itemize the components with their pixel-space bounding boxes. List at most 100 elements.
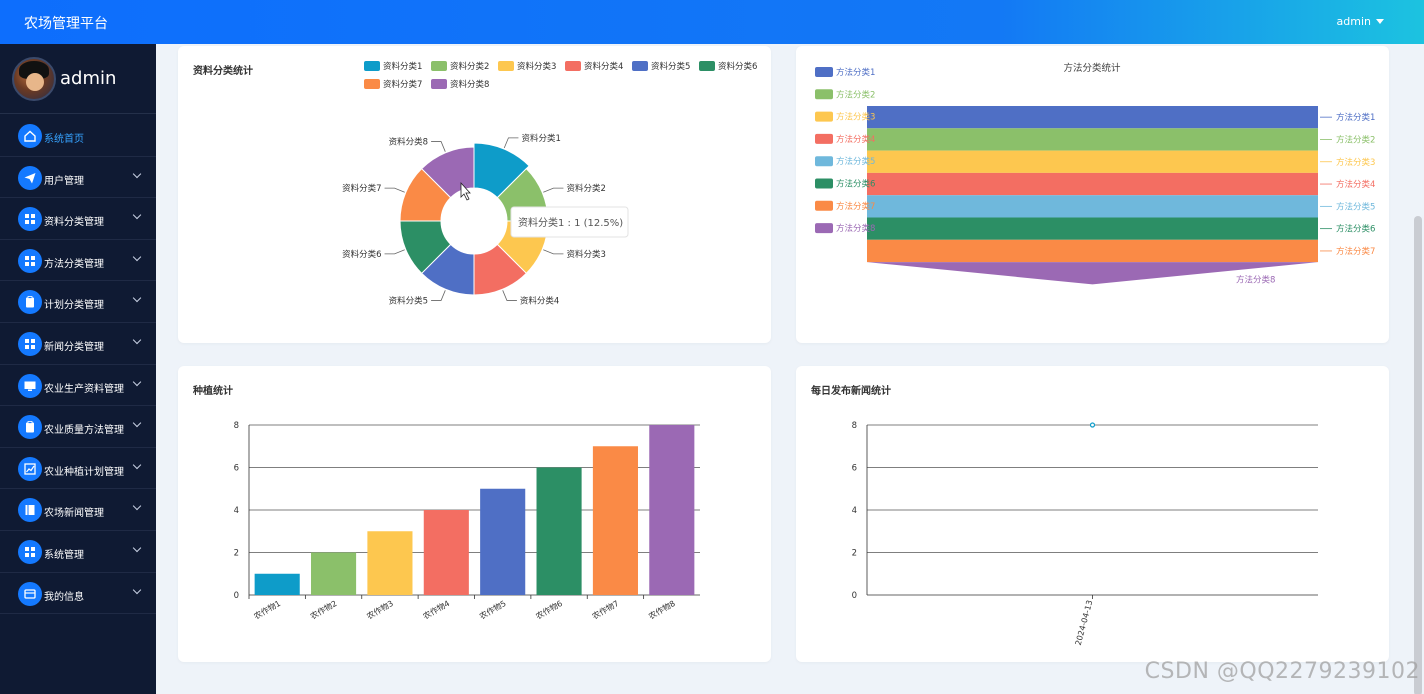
line-chart: 0 2 4 6 8 2024-04-13 [852, 421, 1318, 646]
x-tick-label: 农作物6 [534, 598, 564, 621]
funnel-segment [867, 150, 1318, 173]
sidebar-item-label: 计划分类管理 [44, 300, 104, 312]
bar [536, 467, 582, 595]
funnel-label: 方法分类2 [1336, 134, 1375, 145]
scrollbar-track[interactable] [1412, 44, 1424, 694]
legend-label: 资料分类6 [718, 61, 757, 72]
legend-label: 资料分类3 [517, 61, 556, 72]
sidebar-item-11[interactable]: 系统管理 [0, 531, 156, 573]
scrollbar-thumb[interactable] [1414, 216, 1422, 694]
pie-label: 资料分类6 [342, 249, 381, 260]
sidebar-item-7[interactable]: 农业生产资料管理 [0, 365, 156, 407]
x-tick-label: 2024-04-13 [1074, 599, 1095, 646]
x-tick-label: 农作物2 [308, 598, 338, 621]
y-tick-label: 6 [852, 464, 857, 474]
card-icon [18, 581, 42, 606]
sidebar-item-label: 资料分类管理 [44, 217, 104, 229]
legend-label: 方法分类8 [836, 223, 875, 234]
pie-label-line [431, 290, 446, 301]
sidebar-item-2[interactable]: 用户管理 [0, 157, 156, 199]
sidebar-item-label: 系统首页 [44, 134, 84, 145]
funnel-segment [867, 262, 1318, 285]
sidebar-item-label: 系统管理 [44, 549, 84, 561]
legend-swatch [815, 111, 833, 122]
y-tick-label: 0 [852, 591, 857, 601]
chevron-down-icon [132, 252, 142, 262]
legend-swatch [364, 79, 380, 89]
legend-label: 资料分类7 [383, 79, 422, 90]
watermark: CSDN @QQ2279239102 [1144, 659, 1420, 684]
user-menu[interactable]: admin [1337, 15, 1384, 28]
x-tick-label: 农作物3 [365, 598, 395, 621]
legend-swatch [431, 79, 447, 89]
pie-tooltip-text: 资料分类1 : 1 (12.5%) [518, 216, 623, 229]
chevron-down-icon [132, 210, 142, 220]
card-material-stats: 资料分类统计 资料分类1 资料分类2 资料分类3 资料分类4 资料分类5 资料分类6 资料分… [178, 46, 771, 343]
legend-label: 方法分类3 [836, 112, 875, 123]
chevron-down-icon [132, 502, 142, 511]
sidebar-item-6[interactable]: 新闻分类管理 [0, 323, 156, 365]
bar [367, 531, 413, 595]
y-tick-label: 2 [234, 549, 239, 559]
sidebar-item-9[interactable]: 农业种植计划管理 [0, 448, 156, 490]
clipboard-icon [18, 290, 42, 315]
funnel-label: 方法分类5 [1336, 201, 1375, 212]
legend-label: 方法分类2 [836, 89, 875, 100]
app-title: 农场管理平台 [24, 16, 108, 32]
sidebar-item-5[interactable]: 计划分类管理 [0, 281, 156, 323]
funnel-label: 方法分类6 [1336, 224, 1375, 235]
line-point [1089, 422, 1096, 428]
legend-swatch [431, 61, 447, 71]
grid-icon [18, 207, 42, 232]
x-tick-label: 农作物5 [477, 598, 507, 621]
chevron-down-icon [132, 418, 142, 428]
sidebar-item-label: 农业种植计划管理 [44, 466, 124, 478]
pie-label: 资料分类7 [342, 183, 381, 194]
funnel-segment [867, 106, 1318, 129]
send-icon [18, 165, 42, 190]
legend-label: 方法分类5 [836, 156, 875, 167]
pie-label: 资料分类4 [520, 295, 559, 306]
bar [649, 425, 695, 595]
sidebar-username: admin [60, 68, 117, 89]
legend-label: 方法分类1 [836, 67, 875, 78]
pie-title: 资料分类统计 [193, 66, 253, 77]
top-navbar: 农场管理平台 admin [0, 0, 1424, 44]
legend-swatch [364, 61, 380, 71]
x-tick-label: 农作物1 [252, 598, 282, 621]
clipboard-icon [18, 415, 42, 440]
legend-label: 资料分类8 [450, 79, 489, 90]
pie-tooltip: 资料分类1 : 1 (12.5%) [510, 206, 629, 238]
chevron-down-icon [132, 377, 142, 386]
x-tick-label: 农作物8 [647, 598, 677, 621]
legend-swatch [815, 156, 833, 167]
y-tick-label: 8 [234, 421, 239, 431]
funnel-segment [867, 217, 1318, 240]
legend-swatch [815, 89, 833, 100]
funnel-title: 方法分类统计 [1063, 62, 1121, 74]
card-method-stats: 方法分类统计 方法分类1 方法分类1 方法分类2 方法分类2 方法分类3 方法分类3 方法分类… [796, 46, 1389, 343]
legend-swatch [632, 61, 648, 71]
sidebar-item-12[interactable]: 我的信息 [0, 573, 156, 615]
sidebar-item-8[interactable]: 农业质量方法管理 [0, 406, 156, 448]
user-name: admin [1336, 15, 1371, 28]
sidebar-item-label: 用户管理 [44, 175, 84, 187]
y-tick-label: 0 [234, 591, 239, 601]
bar [254, 573, 300, 595]
sidebar-item-4[interactable]: 方法分类管理 [0, 240, 156, 282]
sidebar-item-3[interactable]: 资料分类管理 [0, 198, 156, 240]
bar [311, 552, 357, 595]
legend-swatch [699, 61, 715, 71]
pie-label-line [503, 137, 519, 149]
y-tick-label: 6 [234, 464, 239, 474]
pie-label: 资料分类5 [389, 295, 428, 306]
sidebar-item-1[interactable]: 系统首页 [0, 115, 156, 157]
bar [480, 488, 526, 595]
sidebar-item-10[interactable]: 农场新闻管理 [0, 489, 156, 531]
legend-label: 方法分类4 [836, 134, 875, 145]
pie-label: 资料分类1 [521, 133, 560, 144]
pie-label: 资料分类8 [389, 137, 428, 148]
sidebar-item-label: 农场新闻管理 [44, 508, 104, 520]
funnel-label: 方法分类7 [1336, 246, 1375, 257]
pie-label-line [543, 249, 564, 255]
